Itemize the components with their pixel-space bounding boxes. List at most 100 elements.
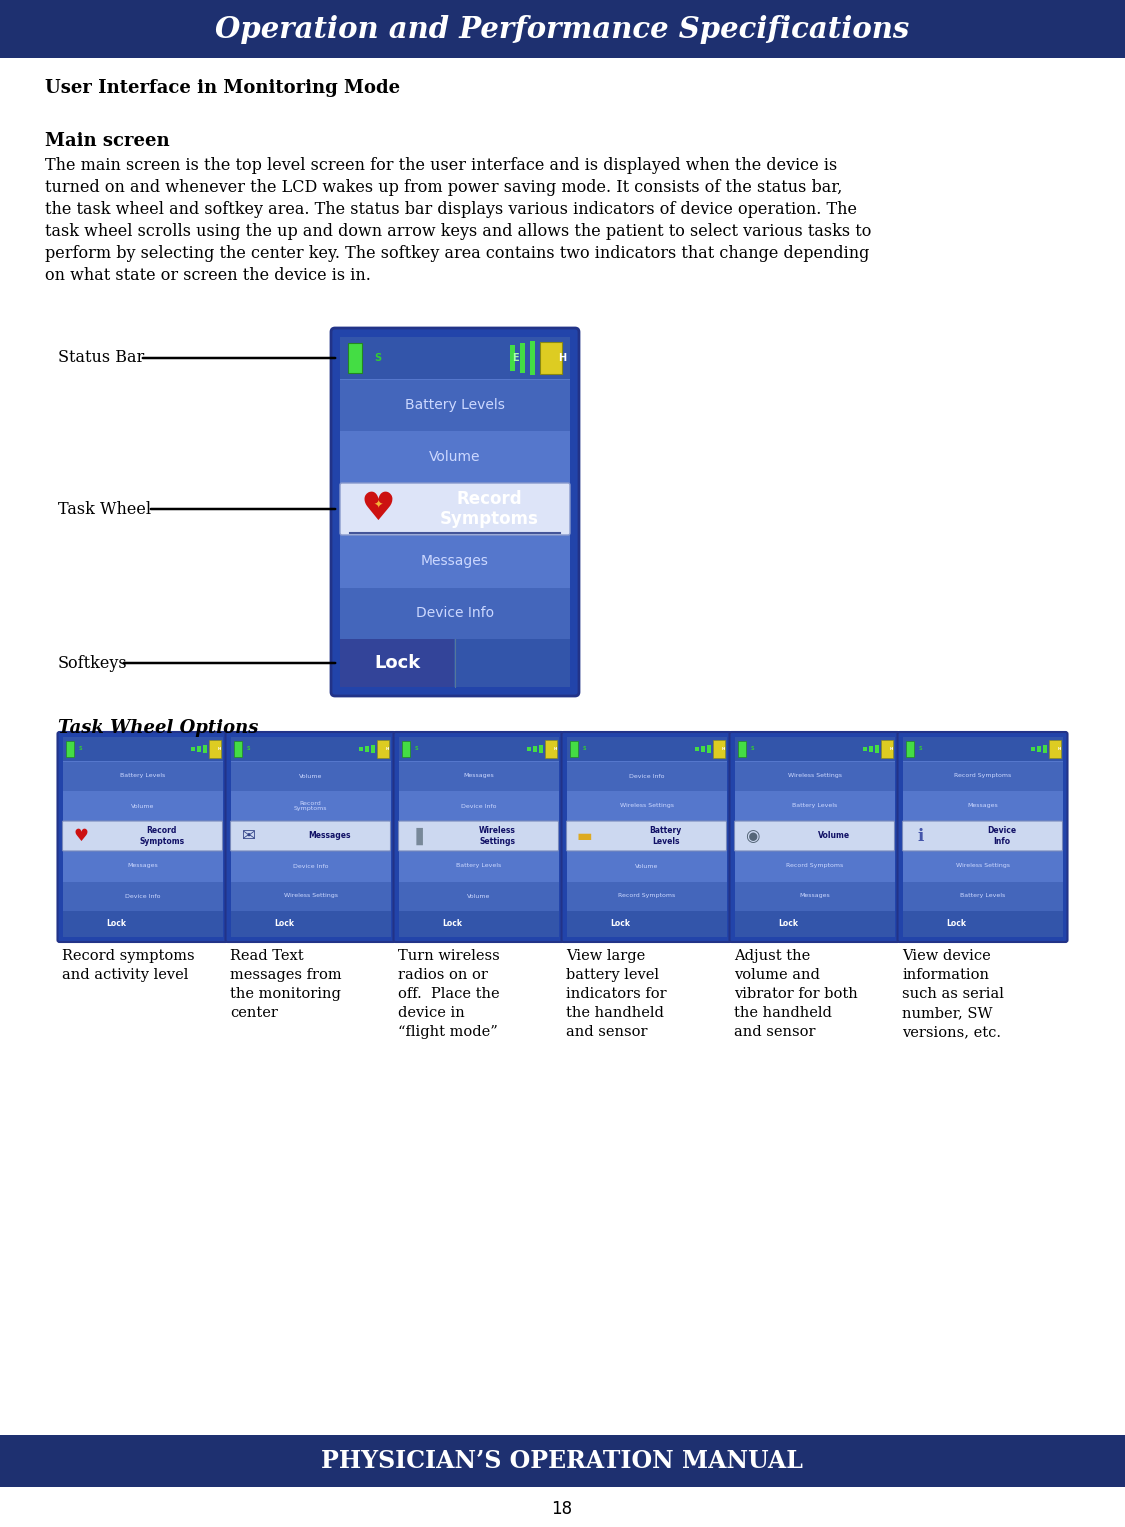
Text: The main screen is the top level screen for the user interface and is displayed : The main screen is the top level screen … — [45, 157, 837, 174]
Bar — [340, 380, 570, 431]
Text: Messages: Messages — [464, 774, 494, 779]
Text: Operation and Performance Specifications: Operation and Performance Specifications — [215, 14, 909, 43]
Text: ✦: ✦ — [374, 499, 382, 510]
Text: 18: 18 — [551, 1500, 573, 1518]
Text: Battery
Levels: Battery Levels — [649, 826, 682, 846]
Bar — [231, 852, 390, 881]
Text: H: H — [386, 747, 389, 751]
Text: Softkeys: Softkeys — [58, 655, 127, 672]
Text: Battery Levels: Battery Levels — [792, 803, 837, 808]
Bar — [340, 432, 570, 483]
Text: Record symptoms
and activity level: Record symptoms and activity level — [63, 948, 195, 982]
Bar — [348, 344, 362, 373]
Bar — [902, 883, 1062, 912]
Text: S: S — [583, 747, 586, 751]
Bar — [712, 741, 724, 757]
FancyBboxPatch shape — [231, 822, 390, 851]
Bar — [234, 741, 242, 757]
Text: H: H — [890, 747, 893, 751]
Text: Lock: Lock — [442, 919, 462, 928]
Bar — [735, 852, 894, 881]
Bar — [539, 745, 542, 753]
FancyBboxPatch shape — [225, 731, 396, 942]
Bar — [567, 852, 727, 881]
Bar — [398, 738, 558, 938]
Text: Status Bar: Status Bar — [58, 350, 144, 366]
Bar — [735, 883, 894, 912]
Bar — [569, 741, 577, 757]
Bar — [532, 747, 537, 751]
Bar — [902, 738, 1062, 760]
Bar — [735, 912, 894, 938]
Text: ℹ: ℹ — [917, 828, 924, 844]
Text: Battery Levels: Battery Levels — [456, 863, 501, 869]
Bar — [706, 745, 711, 753]
Text: Wireless Settings: Wireless Settings — [955, 863, 1009, 869]
Bar — [530, 341, 536, 376]
Text: Wireless Settings: Wireless Settings — [620, 803, 674, 808]
Text: Device Info: Device Info — [125, 893, 160, 898]
Bar — [738, 741, 746, 757]
Text: Battery Levels: Battery Levels — [960, 893, 1005, 898]
Bar — [398, 793, 558, 822]
FancyBboxPatch shape — [63, 822, 223, 851]
Bar — [398, 912, 558, 938]
Text: Volume: Volume — [634, 863, 658, 869]
Text: S: S — [375, 353, 381, 363]
Text: turned on and whenever the LCD wakes up from power saving mode. It consists of t: turned on and whenever the LCD wakes up … — [45, 179, 843, 195]
Bar — [567, 738, 727, 760]
Bar — [340, 638, 455, 687]
Text: Lock: Lock — [946, 919, 966, 928]
FancyBboxPatch shape — [340, 483, 570, 534]
Bar — [398, 852, 558, 881]
Text: ♥: ♥ — [360, 490, 396, 528]
Bar — [63, 738, 223, 938]
Bar — [544, 741, 557, 757]
Bar — [340, 638, 570, 687]
Bar — [510, 345, 515, 371]
Bar — [735, 738, 894, 760]
Text: ▬: ▬ — [577, 828, 593, 844]
FancyBboxPatch shape — [561, 731, 731, 942]
Bar — [63, 793, 223, 822]
Bar — [190, 747, 195, 751]
Bar — [231, 762, 390, 791]
Text: Messages: Messages — [308, 832, 351, 840]
Text: Volume: Volume — [818, 832, 849, 840]
FancyBboxPatch shape — [898, 731, 1068, 942]
Text: User Interface in Monitoring Mode: User Interface in Monitoring Mode — [45, 79, 400, 98]
Text: Record Symptoms: Record Symptoms — [954, 774, 1011, 779]
Bar — [567, 762, 727, 791]
Text: Lock: Lock — [273, 919, 294, 928]
Bar — [340, 536, 570, 586]
Text: Messages: Messages — [799, 893, 830, 898]
Bar — [701, 747, 704, 751]
Text: Task Wheel Options: Task Wheel Options — [58, 719, 259, 738]
Bar — [63, 762, 223, 791]
Text: H: H — [218, 747, 222, 751]
Bar — [63, 738, 223, 760]
Text: H: H — [558, 353, 566, 363]
Bar — [0, 1435, 1125, 1487]
Bar — [868, 747, 873, 751]
Text: Record
Symptoms: Record Symptoms — [140, 826, 184, 846]
Text: S: S — [246, 747, 250, 751]
Bar — [0, 0, 1125, 58]
Text: Wireless
Settings: Wireless Settings — [479, 826, 516, 846]
Bar — [63, 883, 223, 912]
Bar — [567, 912, 727, 938]
Bar — [567, 738, 727, 938]
Bar — [906, 741, 914, 757]
Text: H: H — [722, 747, 726, 751]
Text: Task Wheel: Task Wheel — [58, 501, 151, 518]
FancyBboxPatch shape — [398, 822, 558, 851]
Text: Wireless Settings: Wireless Settings — [788, 774, 842, 779]
Text: S: S — [919, 747, 922, 751]
Bar — [231, 912, 390, 938]
Bar — [340, 337, 570, 379]
Text: Lock: Lock — [777, 919, 798, 928]
Text: Battery Levels: Battery Levels — [120, 774, 165, 779]
Bar — [902, 852, 1062, 881]
Text: Lock: Lock — [106, 919, 126, 928]
Bar — [398, 762, 558, 791]
